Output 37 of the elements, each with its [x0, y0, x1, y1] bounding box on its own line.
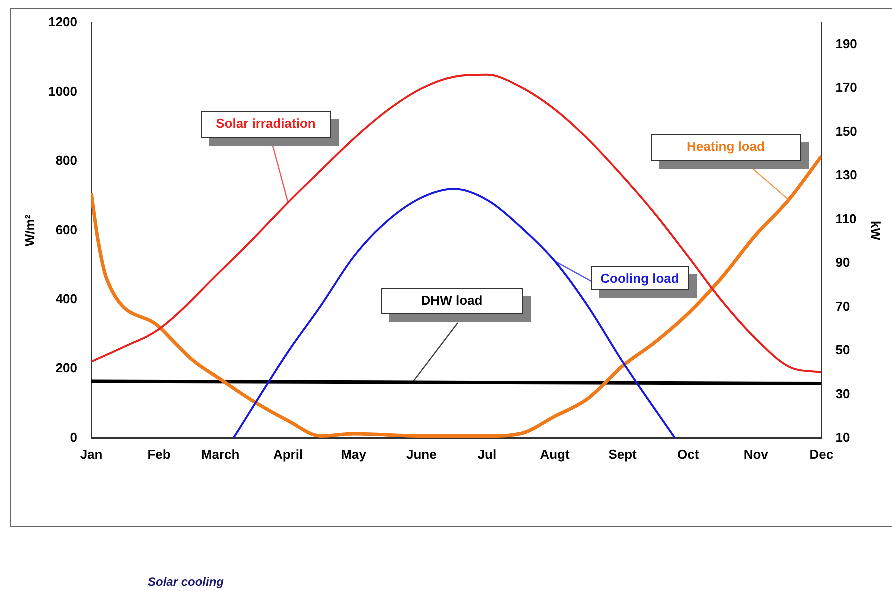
x-tick-label: Jan — [80, 446, 103, 462]
y-tick-label: 1200 — [48, 14, 78, 30]
y-tick-label: 400 — [56, 292, 78, 307]
y-axis-title: W/m² — [22, 214, 38, 247]
y-tick-label: 600 — [56, 222, 78, 238]
text: Solar irradiation — [215, 116, 317, 132]
x-tick-label: Oct — [678, 446, 700, 462]
x-tick-label: June — [406, 446, 437, 462]
y2-tick-label: 50 — [836, 342, 850, 358]
line-series — [232, 188, 676, 438]
y2-tick-label: 190 — [836, 36, 858, 52]
text: DHW load — [420, 293, 484, 309]
text: Heating load — [686, 139, 766, 155]
x-tick-label: Feb — [148, 446, 171, 462]
series-label: Cooling load — [600, 271, 680, 287]
y2-tick-label: 110 — [836, 211, 857, 226]
y2-tick-label: 90 — [836, 255, 850, 270]
y-tick-label: 0 — [70, 430, 78, 445]
y2-tick-label: 170 — [836, 80, 858, 96]
x-tick-label: Sept — [608, 446, 638, 462]
x-tick-label: Augt — [540, 446, 570, 462]
x-tick-label: March — [201, 446, 240, 462]
y-tick-label: 200 — [56, 360, 78, 376]
y2-tick-label: 150 — [836, 124, 858, 139]
y2-tick-label: 10 — [836, 430, 850, 445]
y-tick-label: 800 — [56, 153, 78, 168]
text: Solar cooling — [148, 575, 224, 589]
y2-tick-label: 30 — [836, 386, 850, 402]
y2-tick-label: 70 — [836, 298, 850, 314]
x-tick-label: Jul — [478, 446, 497, 462]
x-tick-label: May — [341, 446, 368, 462]
x-tick-label: Nov — [744, 446, 770, 462]
y2-axis-title: kW — [868, 220, 884, 242]
y-tick-label: 1000 — [48, 84, 78, 99]
x-tick-label: April — [273, 446, 304, 462]
y2-tick-label: 130 — [836, 168, 858, 183]
x-tick-label: Dec — [810, 446, 834, 462]
